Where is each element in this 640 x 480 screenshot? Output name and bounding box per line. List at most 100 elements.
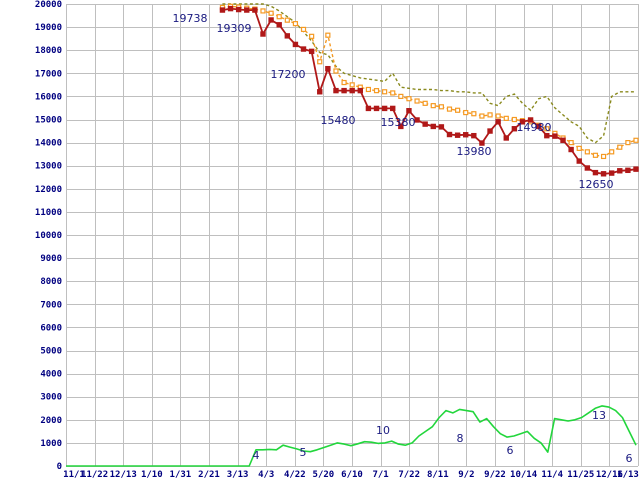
marker-price-secondary (617, 144, 623, 150)
y-tick-label: 9000 (40, 254, 62, 264)
marker-price-secondary (576, 145, 582, 151)
marker-price-main (357, 87, 363, 94)
marker-price-main (252, 7, 258, 13)
marker-price-main (535, 123, 542, 130)
marker-price-secondary (487, 112, 493, 118)
marker-price-main (592, 169, 599, 176)
x-tick-label: 9/22 (484, 470, 506, 480)
marker-price-main (471, 132, 477, 139)
y-tick-label: 15000 (35, 116, 62, 126)
y-tick-label: 10000 (35, 231, 62, 241)
marker-price-secondary (568, 140, 574, 146)
marker-price-main (406, 108, 412, 114)
grid-lines (66, 4, 639, 467)
marker-price-main (390, 105, 396, 112)
x-tick-label: 11/25 (567, 470, 594, 480)
y-tick-label: 18000 (35, 46, 62, 56)
marker-price-main (527, 117, 534, 123)
x-tick-label: 7/22 (398, 470, 420, 480)
y-tick-label: 7000 (40, 300, 62, 310)
marker-price-secondary (373, 88, 380, 94)
series-line-price-tertiary (222, 3, 636, 144)
marker-price-main (341, 87, 347, 94)
marker-price-main (446, 131, 453, 138)
x-tick-label: 8/11 (427, 470, 449, 480)
marker-price-secondary (325, 32, 331, 38)
marker-price-secondary (511, 116, 517, 123)
marker-price-main (519, 119, 526, 125)
marker-price-main (600, 171, 607, 177)
x-tick-label: 2/21 (198, 470, 220, 480)
marker-price-main (260, 31, 266, 37)
x-tick-label: 6/10 (341, 470, 363, 480)
marker-price-secondary (300, 26, 307, 33)
marker-price-secondary (544, 126, 550, 132)
marker-price-main (463, 132, 469, 138)
volume-value-annotation: 13 (592, 409, 606, 422)
price-value-annotation: 19738 (173, 12, 208, 25)
price-value-annotation: 17200 (271, 68, 306, 81)
y-tick-label: 11000 (35, 208, 62, 218)
x-tick-label: 9/2 (458, 470, 474, 480)
marker-price-secondary (382, 89, 388, 95)
data-point-markers (219, 3, 639, 177)
marker-price-secondary (284, 17, 290, 23)
marker-price-secondary (406, 96, 412, 102)
marker-price-main (227, 5, 234, 12)
y-tick-label: 3000 (40, 393, 62, 403)
marker-price-main (544, 132, 550, 139)
marker-price-secondary (333, 68, 339, 74)
marker-price-main (333, 87, 339, 94)
marker-price-secondary (292, 21, 299, 27)
x-axis-tick-labels: 11/111/22 12/13 1/10 1/31 2/21 3/13 4/3 4/22 5/2… (63, 470, 639, 480)
y-tick-label: 13000 (35, 162, 62, 172)
marker-price-main (325, 65, 331, 72)
marker-price-main (373, 105, 380, 112)
price-value-annotation: 12650 (579, 178, 614, 191)
marker-price-secondary (495, 113, 501, 119)
marker-price-main (438, 124, 445, 130)
x-tick-label: 1/13 (617, 470, 639, 480)
marker-price-main (454, 132, 461, 138)
marker-price-main (608, 170, 615, 176)
x-tick-label: 1/10 (141, 470, 163, 480)
x-tick-label: 4/3 (258, 470, 274, 480)
price-value-annotation: 15480 (321, 114, 356, 127)
x-tick-label: 12/13 (110, 470, 137, 480)
marker-price-secondary (592, 152, 599, 158)
volume-annotations: 4 5 10 8 6 13 6 (253, 409, 633, 465)
marker-price-main (300, 46, 307, 52)
marker-price-main (244, 7, 250, 13)
marker-price-secondary (584, 149, 590, 155)
marker-price-secondary (349, 82, 355, 88)
price-annotations: 19738 19309 17200 15480 15380 13980 14980 12650 (173, 12, 614, 191)
marker-price-secondary (390, 90, 396, 96)
marker-price-secondary (276, 14, 282, 20)
marker-price-secondary (438, 104, 444, 110)
marker-price-secondary (503, 115, 509, 121)
series-line-price-secondary (222, 5, 637, 158)
volume-value-annotation: 4 (253, 449, 260, 462)
x-tick-label: 11/22 (81, 470, 108, 480)
marker-price-secondary (422, 100, 428, 106)
x-tick-label: 5/20 (313, 470, 335, 480)
price-value-annotation: 14980 (517, 121, 552, 134)
marker-price-main (219, 7, 226, 13)
y-tick-label: 19000 (35, 23, 62, 33)
marker-price-secondary (625, 140, 631, 146)
marker-price-main (495, 119, 501, 125)
y-tick-label: 4000 (40, 370, 62, 380)
marker-price-main (284, 33, 291, 39)
marker-price-secondary (446, 106, 453, 112)
marker-price-secondary (600, 153, 607, 160)
marker-price-main (552, 133, 558, 139)
y-tick-label: 12000 (35, 185, 62, 195)
marker-price-secondary (414, 98, 420, 104)
marker-price-secondary (365, 86, 372, 93)
volume-value-annotation: 10 (376, 424, 390, 437)
marker-price-main (414, 117, 420, 123)
y-tick-label: 14000 (35, 139, 62, 149)
